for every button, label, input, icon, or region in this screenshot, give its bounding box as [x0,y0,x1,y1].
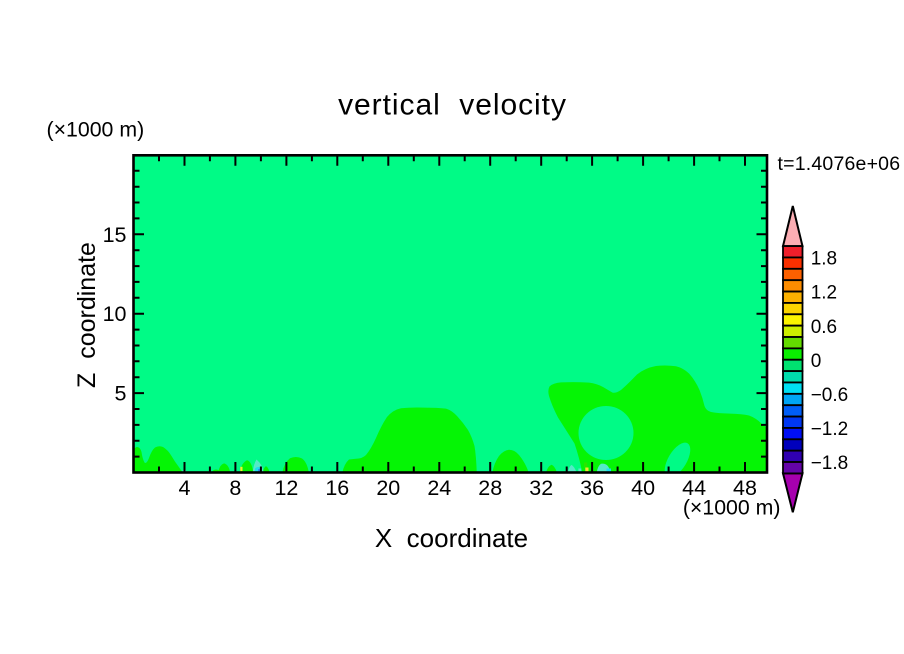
svg-text:0.6: 0.6 [811,317,837,338]
svg-text:(×1000 m): (×1000 m) [683,496,781,520]
svg-text:X coordinate: X coordinate [375,523,528,553]
svg-text:5: 5 [115,382,127,406]
svg-text:10: 10 [103,302,127,326]
svg-text:vertical velocity: vertical velocity [338,89,567,122]
svg-text:(×1000 m): (×1000 m) [47,118,145,142]
svg-text:0: 0 [811,351,822,372]
svg-text:8: 8 [229,476,241,500]
svg-text:15: 15 [103,223,127,247]
svg-text:24: 24 [427,476,451,500]
svg-text:20: 20 [376,476,400,500]
svg-text:4: 4 [179,476,191,500]
svg-text:t=1.4076e+06: t=1.4076e+06 [778,153,901,175]
svg-text:1.2: 1.2 [811,283,837,304]
svg-text:12: 12 [274,476,298,500]
svg-text:36: 36 [580,476,604,500]
svg-text:−1.8: −1.8 [811,453,849,474]
svg-text:28: 28 [478,476,502,500]
svg-text:48: 48 [733,476,757,500]
svg-text:Z coordinate: Z coordinate [73,242,101,388]
svg-text:44: 44 [682,476,706,500]
svg-text:40: 40 [631,476,655,500]
svg-text:32: 32 [529,476,553,500]
svg-text:−1.2: −1.2 [811,419,849,440]
svg-text:−0.6: −0.6 [811,385,849,406]
svg-text:16: 16 [325,476,349,500]
svg-text:1.8: 1.8 [811,249,837,270]
